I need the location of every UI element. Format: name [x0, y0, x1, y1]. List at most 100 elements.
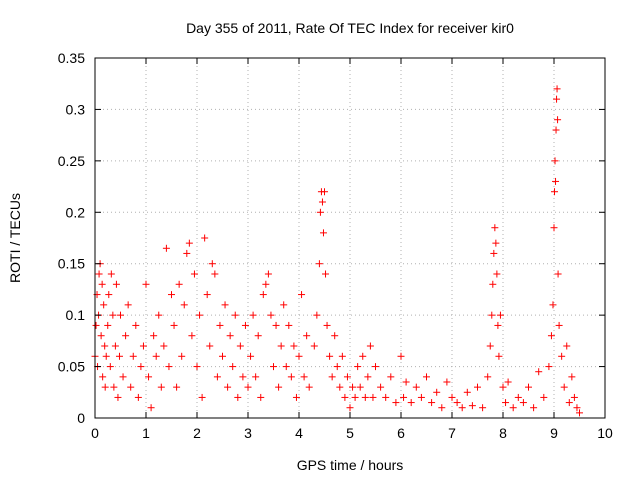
data-point: [180, 301, 188, 309]
x-axis: 0 1 2 3 4 5 6 7 8 9 10: [91, 58, 613, 441]
data-point: [129, 352, 137, 360]
data-point: [101, 342, 109, 350]
data-point: [211, 270, 219, 278]
data-point: [568, 373, 576, 381]
data-point: [267, 311, 275, 319]
data-point: [216, 321, 224, 329]
y-tick-label: 0.05: [58, 359, 85, 375]
data-point: [270, 363, 277, 371]
y-tick-label: 0.25: [58, 153, 85, 169]
data-point: [315, 260, 323, 268]
data-point: [98, 280, 106, 288]
data-point: [509, 404, 517, 412]
data-point: [558, 352, 566, 360]
data-point: [155, 311, 163, 319]
data-point: [109, 311, 117, 319]
data-point: [458, 404, 466, 412]
data-point: [496, 311, 504, 319]
x-tick-label: 1: [142, 425, 150, 441]
data-point: [323, 321, 331, 329]
data-point: [392, 399, 400, 407]
data-point: [346, 404, 354, 412]
y-tick-label: 0: [77, 410, 85, 426]
x-tick-label: 5: [346, 425, 354, 441]
data-point: [305, 383, 313, 391]
data-point: [224, 383, 232, 391]
data-point: [402, 378, 410, 386]
data-point: [106, 363, 114, 371]
data-point: [338, 352, 346, 360]
y-tick-label: 0.1: [66, 307, 86, 323]
data-point: [400, 393, 408, 401]
data-point: [443, 378, 451, 386]
data-point: [354, 363, 362, 371]
data-point: [322, 270, 330, 278]
data-point: [318, 198, 326, 206]
data-point: [366, 342, 374, 350]
data-point: [336, 383, 344, 391]
data-point: [554, 270, 562, 278]
data-point: [555, 321, 563, 329]
data-point: [387, 373, 395, 381]
data-point: [229, 363, 237, 371]
data-point: [111, 342, 119, 350]
y-axis-label: ROTI / TECUs: [7, 193, 23, 283]
data-point: [563, 342, 571, 350]
data-point: [254, 332, 262, 340]
data-point: [105, 291, 113, 299]
data-point: [150, 332, 158, 340]
data-point: [412, 383, 420, 391]
data-point: [221, 301, 229, 309]
data-point: [372, 363, 379, 371]
data-point: [119, 373, 127, 381]
data-point: [397, 352, 405, 360]
data-point: [231, 311, 239, 319]
data-point: [275, 383, 283, 391]
data-point: [213, 373, 221, 381]
data-point: [226, 332, 234, 340]
data-point: [157, 383, 165, 391]
data-point: [201, 234, 209, 242]
data-point: [554, 116, 562, 124]
y-tick-label: 0.15: [58, 256, 85, 272]
data-point: [504, 378, 512, 386]
data-point: [114, 393, 122, 401]
data-point: [489, 280, 497, 288]
data-point: [162, 244, 170, 252]
data-point: [570, 393, 578, 401]
data-point: [553, 95, 561, 103]
data-point: [491, 224, 499, 232]
data-point: [132, 321, 140, 329]
data-point: [183, 249, 191, 257]
data-point: [494, 321, 502, 329]
data-point: [259, 291, 267, 299]
data-point: [97, 332, 105, 340]
data-point: [107, 270, 115, 278]
data-point: [137, 363, 145, 371]
data-point: [280, 301, 288, 309]
data-point: [553, 85, 561, 93]
data-point: [547, 332, 555, 340]
data-point: [326, 352, 334, 360]
data-point: [486, 342, 494, 350]
data-point: [369, 393, 377, 401]
data-point: [364, 373, 372, 381]
data-point: [115, 352, 123, 360]
data-point: [423, 373, 430, 381]
x-tick-label: 4: [295, 425, 303, 441]
data-point: [298, 291, 306, 299]
data-point: [361, 393, 369, 401]
data-point: [474, 383, 481, 391]
x-tick-label: 9: [550, 425, 558, 441]
y-tick-label: 0.3: [66, 101, 86, 117]
data-point: [551, 188, 559, 196]
data-point: [499, 383, 507, 391]
grid-layer: [95, 58, 605, 418]
data-point: [272, 321, 280, 329]
data-point: [95, 270, 103, 278]
data-point: [295, 352, 303, 360]
data-point: [530, 404, 538, 412]
data-point: [310, 342, 318, 350]
